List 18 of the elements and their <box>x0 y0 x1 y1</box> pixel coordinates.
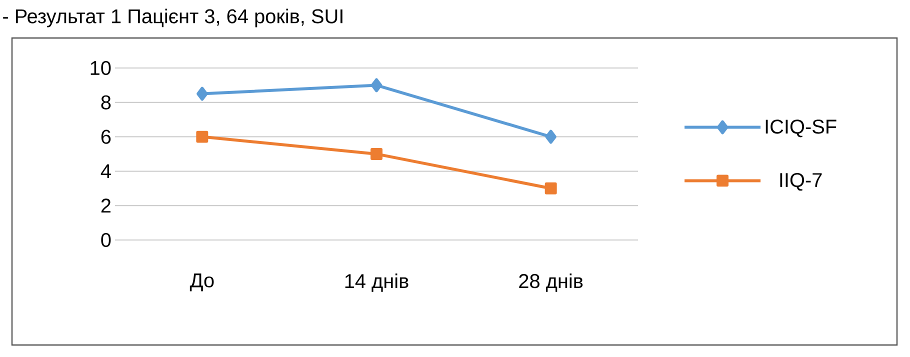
y-tick-label: 2 <box>101 198 110 213</box>
y-tick-label: 6 <box>101 130 111 144</box>
point <box>196 86 208 101</box>
x-tick-label: До <box>190 274 214 292</box>
point <box>196 130 208 143</box>
x-tick-label: 28 днів <box>519 274 583 292</box>
point <box>370 78 382 92</box>
x-tick-label: 14 днів <box>345 274 408 292</box>
point <box>545 130 556 144</box>
point <box>544 182 557 194</box>
y-tick-label: 8 <box>101 95 111 110</box>
chart-title: - Результат 1 Пацієнт 3, 64 років, SUI <box>3 8 342 28</box>
y-tick-label: 10 <box>90 60 111 76</box>
point <box>370 148 382 160</box>
y-tick-label: 4 <box>100 164 111 178</box>
legend-label: IIQ-7 <box>780 173 822 191</box>
y-tick-label: 0 <box>101 232 111 248</box>
legend-label: ICIQ-SF <box>766 120 836 138</box>
